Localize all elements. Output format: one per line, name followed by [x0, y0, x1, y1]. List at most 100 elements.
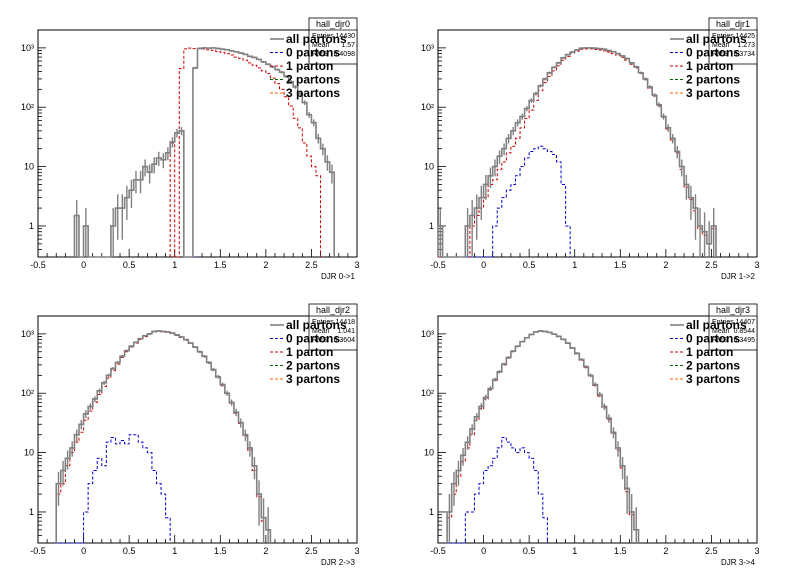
legend-label: 0 partons — [686, 332, 740, 346]
stats-box: hall_djr1 Entries 14425 Mean 1.273 RMS 0.3734 — [708, 17, 758, 65]
stats-label: RMS — [712, 51, 728, 58]
series-0-partons — [437, 145, 571, 258]
plot-frame — [37, 315, 358, 544]
plot-frame — [437, 315, 758, 544]
x-tick-label: 3 — [354, 260, 359, 270]
y-tick-label: 10 — [424, 162, 434, 172]
stats-frame — [708, 303, 758, 351]
y-tick-label: 1 — [429, 221, 434, 231]
histogram-line — [437, 47, 717, 258]
histogram-line — [447, 436, 548, 544]
stats-value: 14418 — [336, 319, 356, 326]
y-axis: 1 10 10² 10³ — [421, 29, 446, 258]
stats-label: RMS — [312, 51, 328, 58]
series-all-partons — [437, 47, 717, 258]
series-all-partons — [55, 330, 272, 543]
stats-value: 14407 — [736, 319, 756, 326]
stats-value: 1.57 — [341, 42, 355, 49]
y-tick-label: 1 — [29, 221, 34, 231]
x-axis: -0.5 0 0.5 1 1.5 2 2.5 3 — [430, 249, 760, 270]
x-tick-label: 2.5 — [705, 260, 718, 270]
legend-label: 1 parton — [286, 345, 333, 359]
chart-panel-hall_djr2: -0.5 0 0.5 1 1.5 2 2.5 3 DJR 2->3 1 10 10² 10³ hall_d… — [21, 303, 360, 567]
x-tick-label: 2 — [263, 260, 268, 270]
series-1-parton — [169, 47, 322, 258]
histogram-line — [446, 330, 640, 543]
y-tick-label: 10 — [24, 162, 34, 172]
stats-label: Entries — [712, 33, 734, 40]
y-tick-label: 10³ — [421, 43, 434, 53]
series-all-partons — [446, 330, 640, 543]
x-tick-label: -0.5 — [30, 546, 46, 556]
y-tick-label: 10² — [21, 388, 34, 398]
stats-label: Mean — [312, 42, 330, 49]
x-tick-label: 0 — [481, 546, 486, 556]
stats-title: hall_djr0 — [316, 19, 350, 29]
y-tick-label: 1 — [29, 507, 34, 517]
series-0-partons — [447, 436, 548, 544]
stats-label: Mean — [312, 328, 330, 335]
y-axis: 1 10 10² 10³ — [21, 315, 46, 544]
histogram-line — [438, 48, 717, 258]
x-tick-label: 1 — [172, 260, 177, 270]
stats-frame — [308, 17, 358, 65]
stats-frame — [708, 17, 758, 65]
x-tick-label: 1 — [172, 546, 177, 556]
x-tick-label: 1.5 — [214, 546, 227, 556]
series-1-parton — [55, 330, 271, 543]
stats-value: 1.041 — [337, 328, 355, 335]
y-axis: 1 10 10² 10³ — [421, 315, 446, 544]
stats-box: hall_djr0 Entries 14430 Mean 1.57 RMS 0.4098 — [308, 17, 358, 65]
chart-panel-hall_djr0: -0.5 0 0.5 1 1.5 2 2.5 3 DJR 0->1 1 10 10² 10³ hall_d… — [21, 17, 360, 281]
histogram-line — [55, 330, 271, 543]
x-tick-label: -0.5 — [430, 546, 446, 556]
stats-value: 0.3734 — [734, 51, 756, 58]
legend-label: 1 parton — [686, 345, 733, 359]
stats-title: hall_djr3 — [716, 305, 750, 315]
legend-label: 3 partons — [686, 86, 740, 100]
x-axis-title: DJR 0->1 — [321, 272, 356, 281]
legend-label: all partons — [686, 32, 747, 46]
legend-label: 1 parton — [686, 59, 733, 73]
plot-frame — [437, 29, 758, 258]
stats-box: hall_djr2 Entries 14418 Mean 1.041 RMS 0.3604 — [308, 303, 358, 351]
legend-label: 1 parton — [286, 59, 333, 73]
stats-value: 14430 — [336, 33, 356, 40]
x-axis-title: DJR 1->2 — [721, 272, 756, 281]
y-tick-label: 10³ — [21, 43, 34, 53]
y-tick-label: 1 — [429, 507, 434, 517]
legend-label: all partons — [286, 318, 347, 332]
histogram-line — [55, 330, 272, 543]
legend-label: 2 partons — [286, 73, 340, 87]
legend-label: 0 partons — [286, 332, 340, 346]
legend-label: 3 partons — [686, 372, 740, 386]
y-tick-label: 10³ — [21, 329, 34, 339]
x-tick-label: 2 — [663, 260, 668, 270]
x-tick-label: 1.5 — [614, 260, 627, 270]
x-tick-label: 0.5 — [523, 260, 536, 270]
x-tick-label: 3 — [754, 546, 759, 556]
histogram-line — [169, 47, 322, 258]
x-tick-label: 1.5 — [614, 546, 627, 556]
histogram-line — [56, 434, 171, 544]
x-axis: -0.5 0 0.5 1 1.5 2 2.5 3 — [430, 535, 760, 556]
stats-label: Mean — [712, 42, 730, 49]
legend-label: 0 partons — [286, 46, 340, 60]
x-tick-label: 0.5 — [123, 260, 136, 270]
stats-value: 0.3495 — [734, 337, 756, 344]
x-tick-label: 0 — [81, 546, 86, 556]
stats-label: Mean — [712, 328, 730, 335]
x-tick-label: 2.5 — [705, 546, 718, 556]
chart-panel-hall_djr1: -0.5 0 0.5 1 1.5 2 2.5 3 DJR 1->2 1 10 10² 10³ hall_d… — [421, 17, 760, 281]
histogram-line — [437, 145, 571, 258]
y-tick-label: 10 — [24, 448, 34, 458]
x-tick-label: 1 — [572, 260, 577, 270]
stats-label: Entries — [712, 319, 734, 326]
y-tick-label: 10 — [424, 448, 434, 458]
series-0-partons — [56, 434, 171, 544]
x-tick-label: 0.5 — [123, 546, 136, 556]
legend-label: 2 partons — [686, 359, 740, 373]
legend-label: 3 partons — [286, 372, 340, 386]
